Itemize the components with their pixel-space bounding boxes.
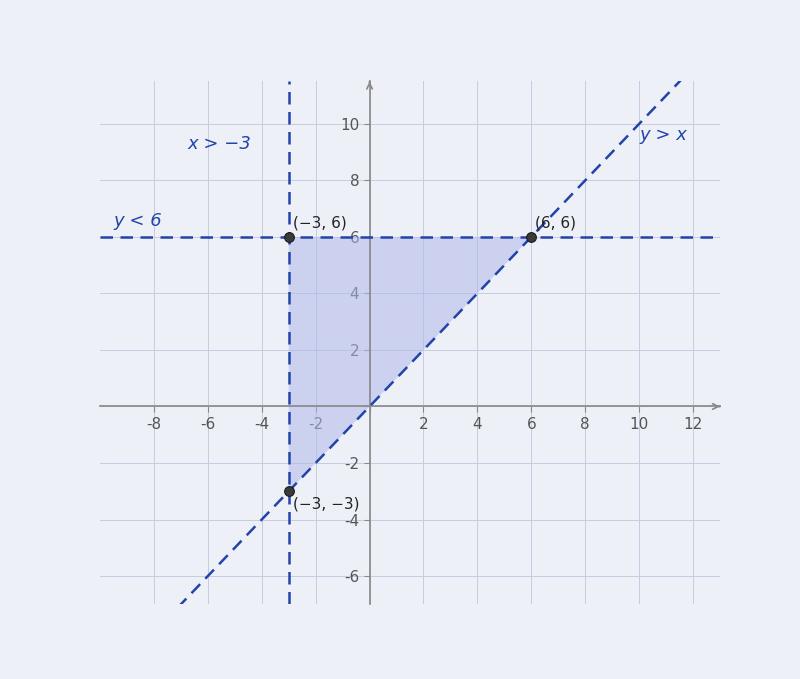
- Text: y < 6: y < 6: [114, 213, 162, 230]
- Polygon shape: [289, 237, 531, 492]
- Text: y > x: y > x: [640, 126, 688, 144]
- Text: (−3, 6): (−3, 6): [293, 215, 346, 230]
- Text: (6, 6): (6, 6): [535, 215, 576, 230]
- Text: (−3, −3): (−3, −3): [293, 496, 359, 511]
- Text: x > −3: x > −3: [187, 134, 251, 153]
